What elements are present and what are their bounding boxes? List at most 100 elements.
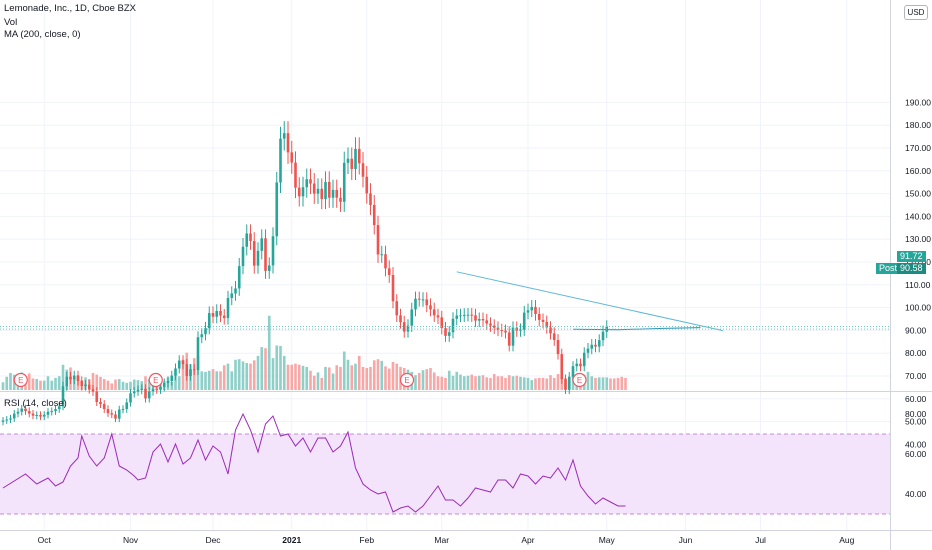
volume-bar: [380, 360, 384, 390]
candle-body: [102, 404, 106, 410]
volume-bar: [451, 375, 455, 390]
candle-body: [346, 158, 350, 163]
volume-bar: [354, 363, 357, 390]
volume-bar: [384, 366, 387, 390]
volume-bar: [234, 359, 237, 390]
price-tick-label: 110.00: [905, 280, 931, 290]
candle-body: [414, 298, 417, 310]
candle-body: [256, 250, 260, 266]
volume-bar: [504, 377, 507, 390]
price-tick-label: 80.00: [905, 348, 927, 358]
volume-bar: [106, 380, 110, 390]
candle-body: [275, 182, 279, 237]
candle-body: [200, 334, 204, 338]
candle-body: [57, 406, 61, 410]
volume-bar: [230, 371, 234, 390]
candle-body: [24, 408, 27, 412]
rsi-tick-label: 40.00: [905, 489, 927, 499]
candle-body: [279, 138, 282, 183]
time-tick-label: Dec: [205, 535, 221, 545]
candle-body: [425, 299, 429, 306]
candle-body: [87, 384, 91, 390]
volume-bar: [436, 376, 440, 390]
volume-bar: [260, 347, 264, 390]
earnings-marker: [399, 372, 415, 388]
candle-body: [61, 386, 65, 407]
volume-bar: [597, 377, 601, 390]
volume-bar: [462, 376, 466, 390]
candle-body: [399, 315, 402, 323]
candle-body: [282, 133, 286, 139]
volume-bar: [204, 371, 207, 390]
volume-bar: [256, 355, 260, 390]
volume-bar: [50, 380, 54, 390]
candle-body: [35, 414, 39, 416]
volume-bar: [489, 377, 492, 390]
volume-bar: [526, 377, 530, 390]
volume-bar: [249, 363, 252, 390]
candle-body: [219, 311, 222, 316]
candle-body: [312, 183, 316, 194]
candle-body: [410, 309, 414, 326]
candle-body: [192, 369, 196, 371]
candle-body: [549, 327, 552, 334]
candle-body: [196, 337, 200, 371]
volume-bar: [170, 381, 174, 390]
volume-bar: [320, 377, 324, 390]
candle-body: [357, 148, 361, 164]
post-price-tag: 90.58: [897, 263, 926, 274]
candle-body: [575, 363, 579, 367]
volume-bar: [61, 364, 65, 390]
volume-bar: [601, 377, 605, 390]
volume-bar: [376, 359, 380, 390]
volume-bar: [357, 355, 361, 390]
post-label-tag: Post: [876, 263, 901, 274]
candle-body: [305, 179, 309, 188]
symbol-legend[interactable]: Lemonade, Inc., 1D, Cboe BZX: [4, 3, 137, 14]
volume-bar: [556, 374, 560, 390]
candle-body: [537, 313, 541, 320]
volume-bar: [369, 366, 372, 390]
volume-bar: [477, 375, 481, 390]
candle-body: [65, 376, 69, 387]
candle-body: [417, 298, 421, 300]
volume-bar: [219, 371, 222, 390]
ma-legend[interactable]: MA (200, close, 0): [4, 29, 81, 40]
candle-body: [489, 323, 492, 326]
volume-bar: [515, 375, 519, 390]
volume-bar: [279, 346, 282, 390]
volume-bar: [132, 379, 136, 390]
volume-bar: [181, 359, 185, 390]
candle-body: [117, 409, 121, 419]
volume-bar: [620, 376, 624, 390]
candle-body: [12, 413, 16, 419]
volume-bar: [429, 368, 432, 390]
volume-bar: [530, 380, 534, 390]
volume-legend[interactable]: Vol: [4, 17, 18, 28]
candle-body: [110, 413, 114, 415]
candle-body: [586, 348, 590, 353]
candle-body: [39, 414, 42, 417]
candle-body: [159, 386, 162, 390]
volume-bar: [290, 364, 294, 390]
trendline: [456, 271, 724, 332]
volume-bar: [226, 363, 230, 390]
earnings-marker-label: E: [404, 376, 409, 385]
volume-bar: [129, 381, 132, 390]
candle-body: [470, 314, 474, 316]
currency-button[interactable]: USD: [904, 5, 928, 20]
rsi-legend[interactable]: RSI (14, close): [4, 398, 67, 409]
candle-body: [20, 408, 24, 412]
candle-body: [230, 293, 234, 299]
time-tick-label: Apr: [521, 535, 534, 545]
volume-bar: [1, 382, 5, 390]
volume-bar: [552, 377, 556, 390]
rsi-tick-label: 60.00: [905, 449, 927, 459]
candle-body: [177, 360, 181, 369]
volume-bar: [335, 365, 339, 390]
candle-body: [507, 332, 511, 346]
volume-bar: [110, 383, 114, 390]
volume-bar: [470, 374, 474, 390]
candle-body: [567, 376, 571, 390]
